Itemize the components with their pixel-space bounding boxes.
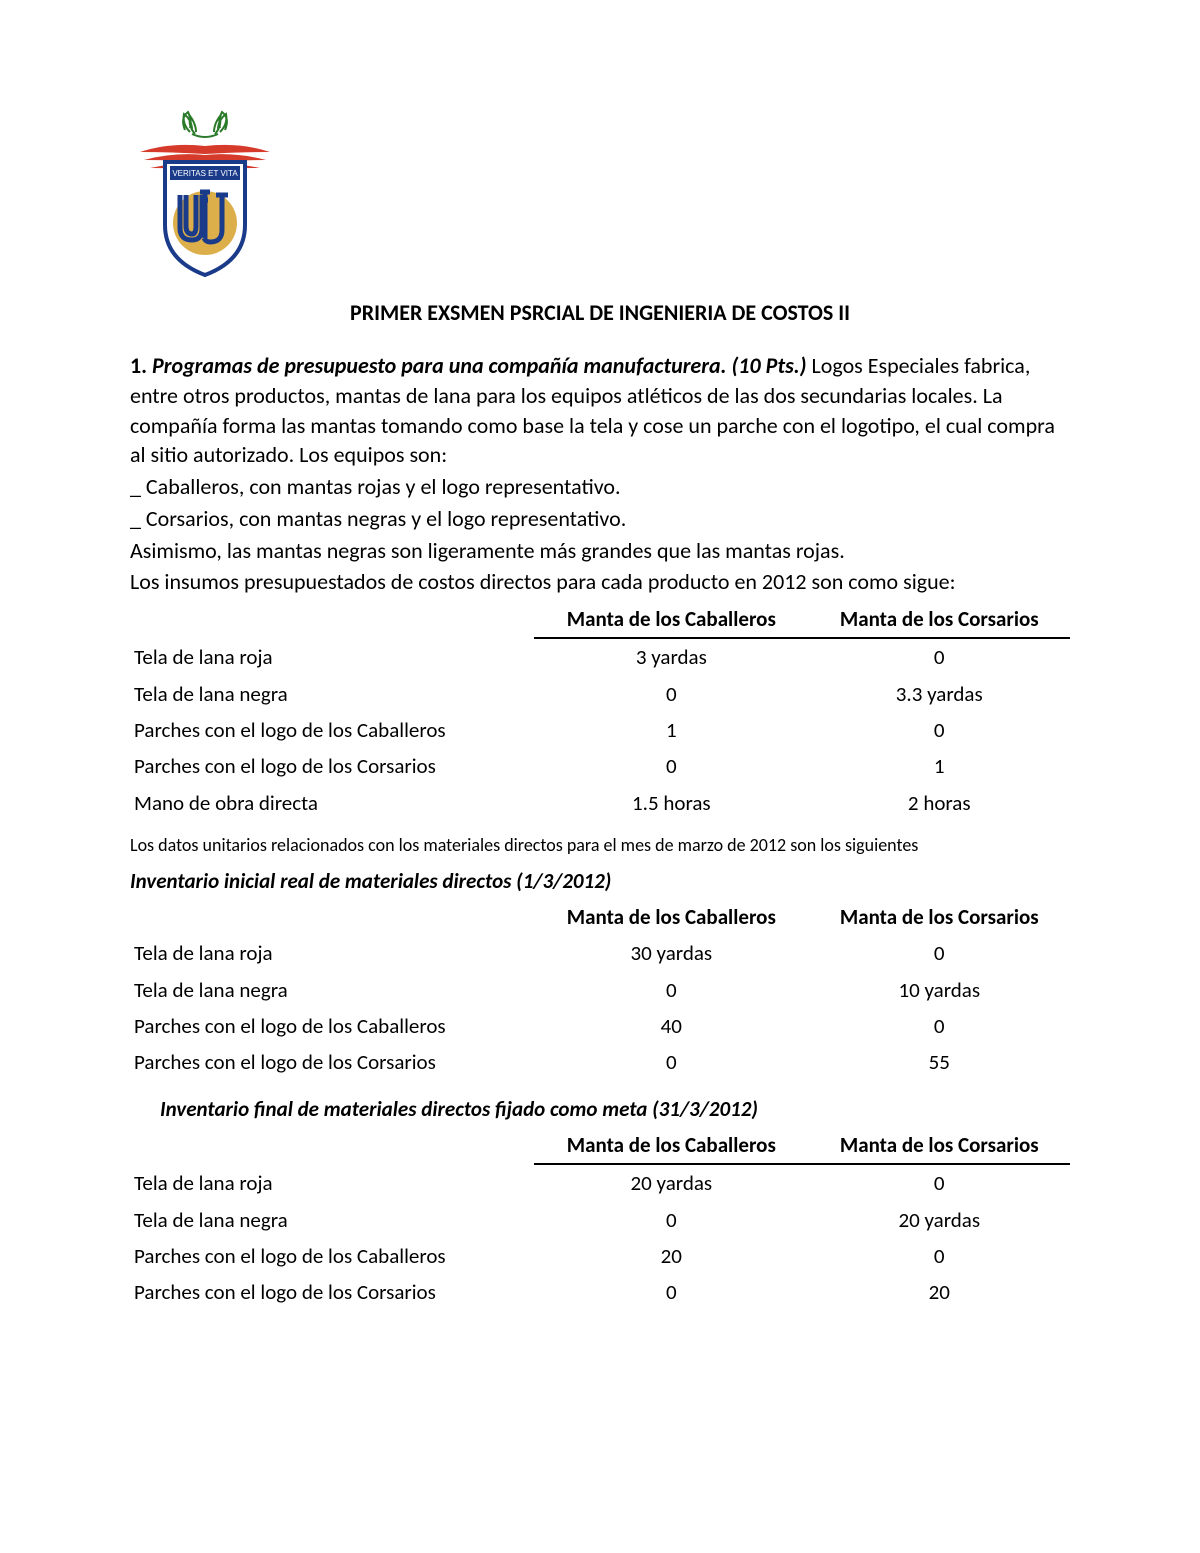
col-caballeros: Manta de los Caballeros (534, 899, 808, 935)
final-inventory-heading: Inventario final de materiales directos … (160, 1095, 1070, 1123)
table-row: Tela de lana roja3 yardas0 (130, 638, 1070, 675)
col-corsarios: Manta de los Corsarios (809, 1127, 1070, 1164)
col-blank (130, 601, 534, 638)
table-row: Parches con el logo de los Corsarios01 (130, 748, 1070, 784)
problem-number: 1. (130, 352, 147, 379)
table-row: Parches con el logo de los Caballeros10 (130, 712, 1070, 748)
table-row: Tela de lana negra03.3 yardas (130, 676, 1070, 712)
laurel-icon (183, 112, 227, 137)
document-page: VERITAS ET VITA PRIMER EXSMEN PSRCIAL DE… (0, 0, 1200, 1553)
bullet-corsarios: _ Corsarios, con mantas negras y el logo… (130, 504, 1070, 534)
unit-data-note: Los datos unitarios relacionados con los… (130, 835, 1070, 857)
col-blank (130, 899, 534, 935)
table-row: Tela de lana negra010 yardas (130, 972, 1070, 1008)
col-caballeros: Manta de los Caballeros (534, 601, 808, 638)
initial-inventory-heading: Inventario inicial real de materiales di… (130, 867, 1070, 895)
university-logo: VERITAS ET VITA (130, 110, 1070, 288)
problem-title: Programas de presupuesto para una compañ… (152, 352, 807, 379)
table-row: Mano de obra directa1.5 horas2 horas (130, 785, 1070, 821)
bullet-caballeros: _ Caballeros, con mantas rojas y el logo… (130, 472, 1070, 502)
note-inputs: Los insumos presupuestados de costos dir… (130, 567, 1070, 597)
note-size: Asimismo, las mantas negras son ligerame… (130, 536, 1070, 566)
inputs-table: Manta de los Caballeros Manta de los Cor… (130, 601, 1070, 821)
table-row: Parches con el logo de los Caballeros400 (130, 1008, 1070, 1044)
table-row: Parches con el logo de los Corsarios055 (130, 1044, 1070, 1080)
col-caballeros: Manta de los Caballeros (534, 1127, 808, 1164)
col-corsarios: Manta de los Corsarios (809, 899, 1070, 935)
problem-statement: 1. Programas de presupuesto para una com… (130, 351, 1070, 470)
document-title: PRIMER EXSMEN PSRCIAL DE INGENIERIA DE C… (130, 298, 1070, 328)
svg-text:VERITAS ET VITA: VERITAS ET VITA (172, 169, 238, 178)
table-row: Tela de lana negra020 yardas (130, 1202, 1070, 1238)
table-row: Tela de lana roja20 yardas0 (130, 1164, 1070, 1201)
table-row: Parches con el logo de los Corsarios020 (130, 1274, 1070, 1310)
initial-inventory-table: Manta de los Caballeros Manta de los Cor… (130, 899, 1070, 1081)
col-blank (130, 1127, 534, 1164)
table-row: Parches con el logo de los Caballeros200 (130, 1238, 1070, 1274)
final-inventory-table: Manta de los Caballeros Manta de los Cor… (130, 1127, 1070, 1311)
table-row: Tela de lana roja30 yardas0 (130, 935, 1070, 971)
col-corsarios: Manta de los Corsarios (809, 601, 1070, 638)
shield-icon: VERITAS ET VITA (165, 162, 245, 275)
